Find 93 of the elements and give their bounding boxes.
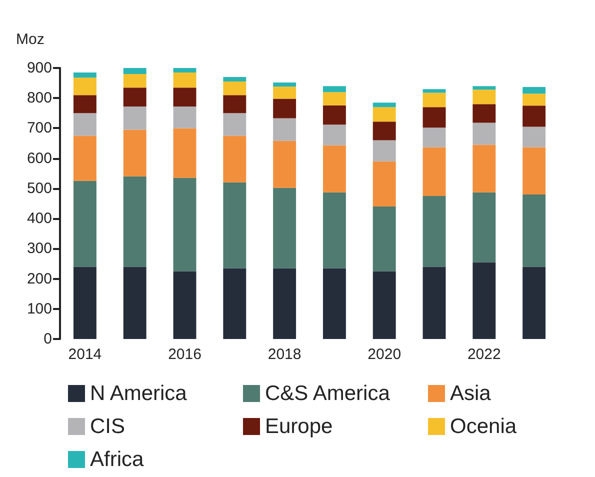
bar — [223, 182, 246, 268]
y-tick-label: 600 — [26, 150, 52, 167]
x-tick-label: 2022 — [467, 346, 501, 363]
y-tick-label: 800 — [26, 90, 52, 107]
bar — [273, 86, 296, 99]
bar — [422, 147, 446, 196]
bar — [422, 89, 446, 93]
bar — [372, 271, 396, 339]
bar — [422, 107, 446, 128]
bar — [522, 126, 546, 148]
bar — [123, 266, 146, 339]
bar — [173, 72, 196, 88]
x-tick-label: 2020 — [368, 346, 402, 363]
bar — [472, 90, 496, 104]
bar — [173, 271, 196, 339]
bar — [73, 78, 96, 96]
bar — [123, 176, 146, 267]
bar — [123, 88, 146, 107]
bar — [422, 128, 446, 148]
bar — [273, 82, 296, 87]
bar — [372, 102, 396, 108]
bar — [472, 144, 496, 192]
bar — [372, 122, 396, 140]
y-axis-title: Moz — [16, 31, 44, 48]
bar — [322, 92, 346, 106]
y-tick-label: 700 — [26, 120, 52, 137]
bar — [273, 118, 296, 141]
legend-label: Ocenia — [450, 415, 517, 438]
bar — [322, 268, 346, 339]
bar — [472, 262, 496, 339]
y-tick-label: 0 — [44, 330, 52, 348]
y-tick-label: 300 — [26, 240, 52, 258]
legend-label: Asia — [450, 382, 492, 405]
y-tick-label: 400 — [26, 210, 52, 228]
bar — [73, 113, 96, 136]
bar — [273, 268, 296, 339]
y-tick-label: 200 — [26, 270, 52, 288]
bar — [322, 145, 346, 192]
bar — [522, 194, 546, 267]
bar — [522, 94, 546, 106]
bar — [73, 136, 96, 181]
x-tick-label: 2016 — [168, 346, 202, 363]
bar — [372, 161, 396, 207]
y-tick-label: 900 — [26, 60, 52, 76]
bar — [173, 88, 196, 107]
bar — [223, 95, 246, 114]
x-tick-label: 2018 — [268, 346, 302, 363]
bar — [522, 106, 546, 127]
legend-label: C&S America — [265, 382, 390, 405]
bar — [422, 266, 446, 339]
bar — [522, 266, 546, 339]
bar — [73, 180, 96, 267]
bar — [273, 98, 296, 118]
x-tick-label: 2014 — [68, 346, 102, 363]
bar — [173, 68, 196, 73]
y-tick-label: 100 — [26, 300, 52, 318]
bar — [472, 104, 496, 123]
bar — [372, 140, 396, 162]
bar — [322, 124, 346, 146]
bar — [123, 130, 146, 176]
y-tick-label: 500 — [26, 180, 52, 197]
bar — [422, 196, 446, 267]
bar — [273, 188, 296, 268]
bar — [472, 86, 496, 90]
bar — [73, 95, 96, 114]
bar — [422, 92, 446, 108]
bar — [173, 128, 196, 178]
bar — [273, 140, 296, 188]
bar — [73, 72, 96, 78]
bar — [322, 192, 346, 268]
bar — [522, 147, 546, 194]
legend-label: CIS — [90, 415, 126, 438]
bar — [472, 192, 496, 262]
bar — [223, 113, 246, 136]
bar — [322, 105, 346, 125]
bar — [173, 106, 196, 128]
bar — [123, 106, 146, 130]
legend-label: Europe — [265, 415, 333, 438]
legend-label: Africa — [90, 448, 144, 471]
bar — [173, 178, 196, 272]
legend-label: N America — [90, 382, 188, 405]
bar — [322, 86, 346, 92]
bar — [522, 86, 546, 94]
bar — [372, 206, 396, 272]
bar — [472, 122, 496, 145]
bar — [372, 107, 396, 122]
bar — [223, 77, 246, 82]
bar — [123, 74, 146, 88]
bar — [223, 268, 246, 339]
bar — [223, 136, 246, 182]
bar — [73, 266, 96, 339]
bar — [123, 68, 146, 74]
bar — [223, 82, 246, 96]
